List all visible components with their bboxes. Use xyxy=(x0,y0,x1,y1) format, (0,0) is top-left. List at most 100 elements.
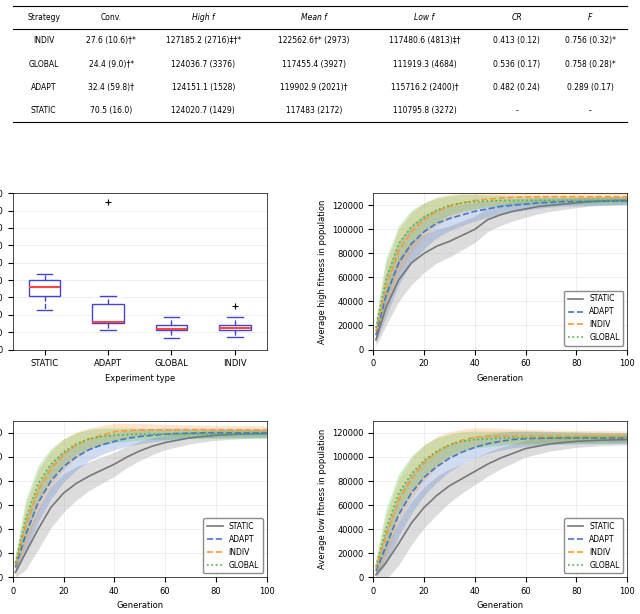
ADAPT xyxy=(611,197,618,204)
GLOBAL xyxy=(585,434,593,441)
STATIC xyxy=(585,437,593,445)
Text: -: - xyxy=(515,106,518,115)
GLOBAL xyxy=(263,430,271,438)
INDIV xyxy=(22,523,29,530)
STATIC xyxy=(35,526,42,533)
ADAPT xyxy=(382,292,390,299)
GLOBAL xyxy=(458,438,466,445)
GLOBAL xyxy=(433,206,440,214)
INDIV xyxy=(382,283,390,290)
INDIV xyxy=(611,193,618,200)
Text: CR: CR xyxy=(511,14,522,22)
INDIV xyxy=(225,426,232,433)
Text: ADAPT: ADAPT xyxy=(31,83,56,91)
STATIC xyxy=(395,276,403,284)
Text: 117483 (2172): 117483 (2172) xyxy=(285,106,342,115)
ADAPT xyxy=(372,332,380,339)
INDIV xyxy=(458,199,466,206)
STATIC xyxy=(445,238,453,245)
ADAPT xyxy=(237,429,245,437)
ADAPT xyxy=(484,440,492,448)
GLOBAL xyxy=(372,324,380,332)
GLOBAL xyxy=(250,430,258,438)
GLOBAL xyxy=(12,559,19,567)
Text: -: - xyxy=(589,106,592,115)
INDIV xyxy=(395,497,403,504)
STATIC xyxy=(484,216,492,223)
INDIV xyxy=(573,432,580,440)
STATIC xyxy=(573,438,580,445)
STATIC xyxy=(522,205,529,212)
PathPatch shape xyxy=(156,325,188,330)
Text: Strategy: Strategy xyxy=(27,14,60,22)
Text: 115716.2 (2400)†: 115716.2 (2400)† xyxy=(390,83,458,91)
GLOBAL xyxy=(174,430,182,438)
GLOBAL xyxy=(408,470,415,478)
INDIV xyxy=(433,208,440,215)
Text: 124151.1 (1528): 124151.1 (1528) xyxy=(172,83,235,91)
STATIC xyxy=(263,430,271,437)
Text: 117455.4 (3927): 117455.4 (3927) xyxy=(282,60,346,69)
ADAPT xyxy=(433,220,440,227)
GLOBAL xyxy=(471,436,479,443)
GLOBAL xyxy=(445,441,453,449)
INDIV xyxy=(522,432,529,440)
INDIV xyxy=(484,433,492,440)
INDIV xyxy=(420,459,428,467)
STATIC xyxy=(237,430,245,438)
GLOBAL xyxy=(225,430,232,438)
INDIV xyxy=(111,428,118,435)
INDIV xyxy=(433,448,440,456)
X-axis label: Generation: Generation xyxy=(477,374,524,383)
ADAPT xyxy=(395,511,403,518)
GLOBAL xyxy=(72,440,80,448)
Line: GLOBAL: GLOBAL xyxy=(15,434,267,563)
Y-axis label: Average low fitness in population: Average low fitness in population xyxy=(317,429,326,569)
STATIC xyxy=(497,211,504,219)
GLOBAL xyxy=(534,196,542,204)
ADAPT xyxy=(382,542,390,550)
Text: 127185.2 (2716)‡†*: 127185.2 (2716)‡†* xyxy=(166,36,241,45)
Text: GLOBAL: GLOBAL xyxy=(28,60,59,69)
STATIC xyxy=(395,540,403,547)
GLOBAL xyxy=(547,196,555,204)
GLOBAL xyxy=(598,196,605,204)
ADAPT xyxy=(484,205,492,212)
STATIC xyxy=(408,519,415,527)
INDIV xyxy=(598,432,605,440)
ADAPT xyxy=(445,454,453,462)
Line: ADAPT: ADAPT xyxy=(376,438,627,571)
INDIV xyxy=(237,426,245,433)
ADAPT xyxy=(585,198,593,205)
Legend: STATIC, ADAPT, INDIV, GLOBAL: STATIC, ADAPT, INDIV, GLOBAL xyxy=(564,518,623,573)
INDIV xyxy=(611,432,618,440)
Text: 24.4 (9.0)†*: 24.4 (9.0)†* xyxy=(88,60,134,69)
GLOBAL xyxy=(623,434,631,441)
Text: 110795.8 (3272): 110795.8 (3272) xyxy=(392,106,456,115)
STATIC xyxy=(509,449,516,457)
ADAPT xyxy=(611,434,618,441)
STATIC xyxy=(534,443,542,450)
GLOBAL xyxy=(433,447,440,454)
STATIC xyxy=(382,304,390,311)
STATIC xyxy=(98,467,106,474)
GLOBAL xyxy=(111,432,118,439)
STATIC xyxy=(136,447,143,454)
GLOBAL xyxy=(598,434,605,441)
INDIV xyxy=(522,193,529,201)
ADAPT xyxy=(547,198,555,206)
ADAPT xyxy=(598,434,605,441)
INDIV xyxy=(623,432,631,440)
GLOBAL xyxy=(611,196,618,204)
STATIC xyxy=(174,437,182,444)
INDIV xyxy=(420,216,428,223)
STATIC xyxy=(372,571,380,578)
GLOBAL xyxy=(458,199,466,206)
ADAPT xyxy=(174,430,182,437)
ADAPT xyxy=(471,208,479,215)
ADAPT xyxy=(22,531,29,538)
INDIV xyxy=(408,228,415,235)
Text: 0.536 (0.17): 0.536 (0.17) xyxy=(493,60,540,69)
INDIV xyxy=(509,194,516,201)
Line: INDIV: INDIV xyxy=(15,430,267,565)
